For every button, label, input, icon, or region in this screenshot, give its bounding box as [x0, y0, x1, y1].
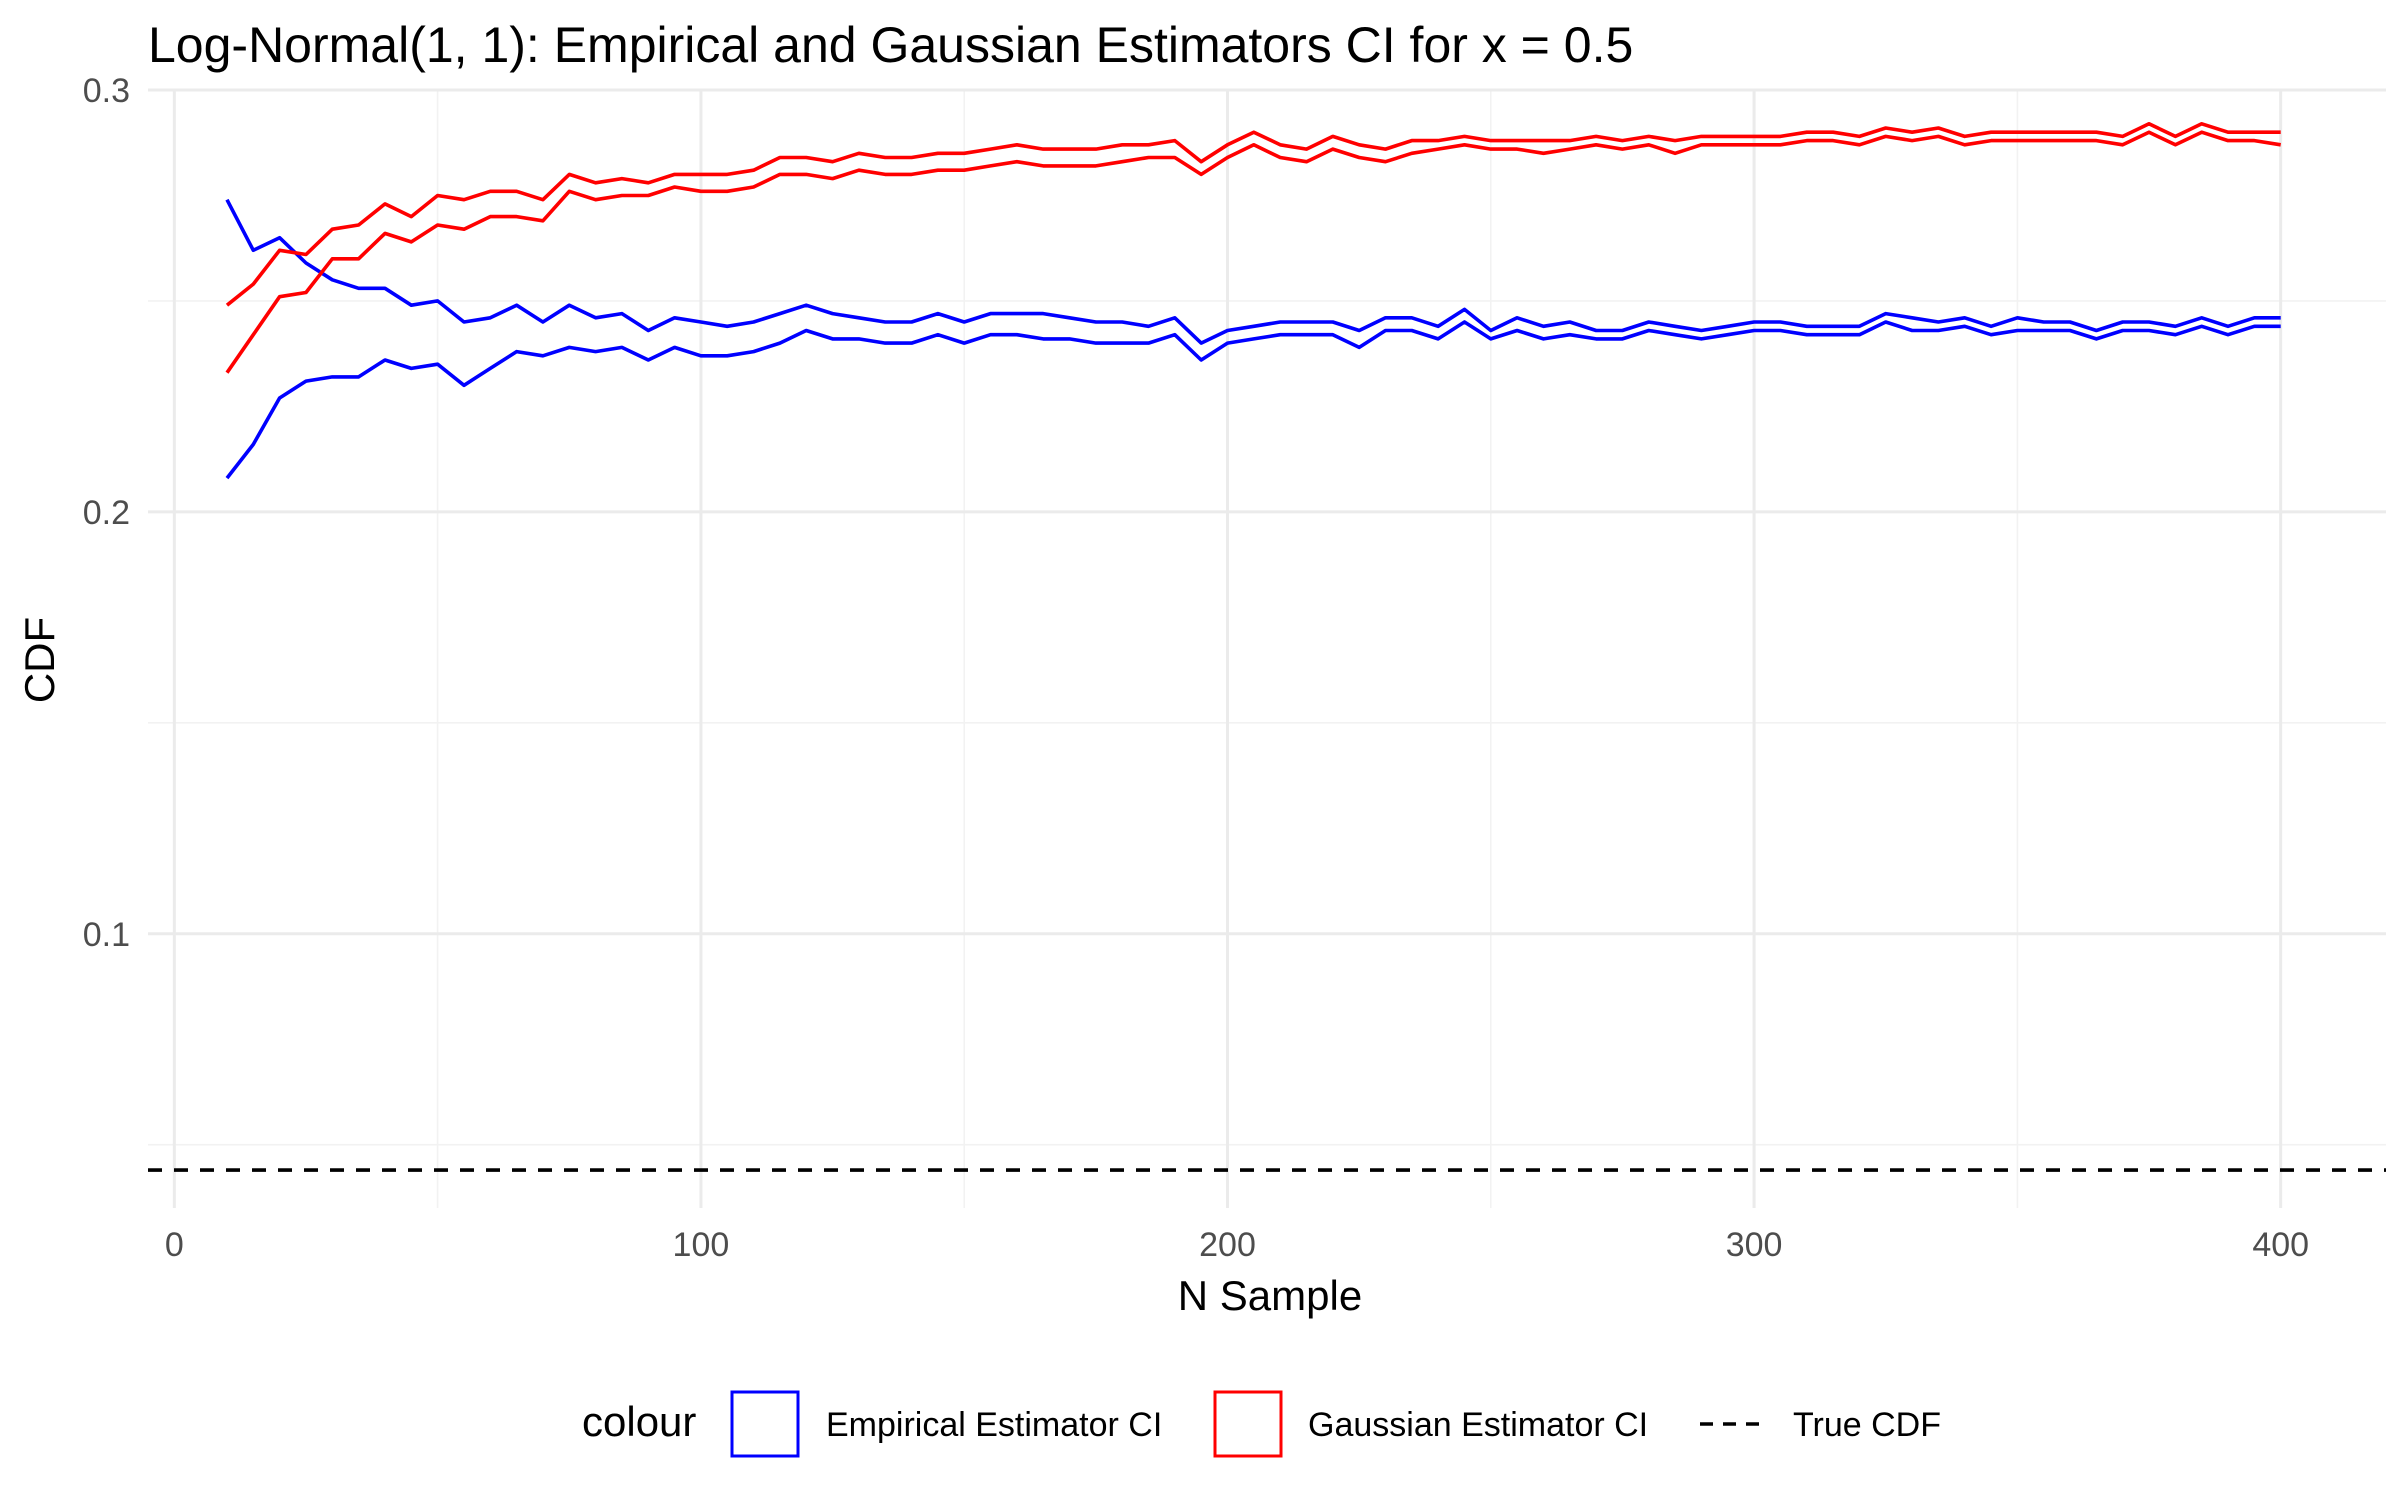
legend: colour Empirical Estimator CI Gaussian E… — [582, 1390, 1941, 1458]
legend-label-empirical: Empirical Estimator CI — [826, 1406, 1162, 1444]
y-tick-label: 0.1 — [83, 916, 130, 954]
legend-key-empirical — [730, 1390, 800, 1458]
x-tick-label: 300 — [1726, 1226, 1783, 1264]
x-tick-label: 200 — [1199, 1226, 1256, 1264]
tick-labels: 0 100 200 300 400 0.1 0.2 0.3 — [83, 72, 2309, 1264]
x-axis-title: N Sample — [1178, 1272, 1362, 1319]
x-tick-label: 0 — [165, 1226, 184, 1264]
y-axis-title: CDF — [16, 617, 63, 703]
x-tick-label: 400 — [2252, 1226, 2309, 1264]
y-tick-label: 0.3 — [83, 72, 130, 110]
y-tick-label: 0.2 — [83, 494, 130, 532]
series-layer — [148, 122, 2386, 1172]
legend-title: colour — [582, 1398, 696, 1445]
series-line-3 — [225, 130, 2281, 374]
legend-label-true-cdf: True CDF — [1793, 1406, 1941, 1444]
chart-title: Log-Normal(1, 1): Empirical and Gaussian… — [148, 17, 1633, 73]
series-line-0 — [225, 198, 2281, 345]
legend-key-gaussian — [1213, 1390, 1283, 1458]
x-tick-label: 100 — [673, 1226, 730, 1264]
series-line-1 — [225, 320, 2281, 480]
series-line-2 — [225, 122, 2281, 307]
legend-label-gaussian: Gaussian Estimator CI — [1308, 1406, 1648, 1444]
grid — [148, 88, 2386, 1208]
